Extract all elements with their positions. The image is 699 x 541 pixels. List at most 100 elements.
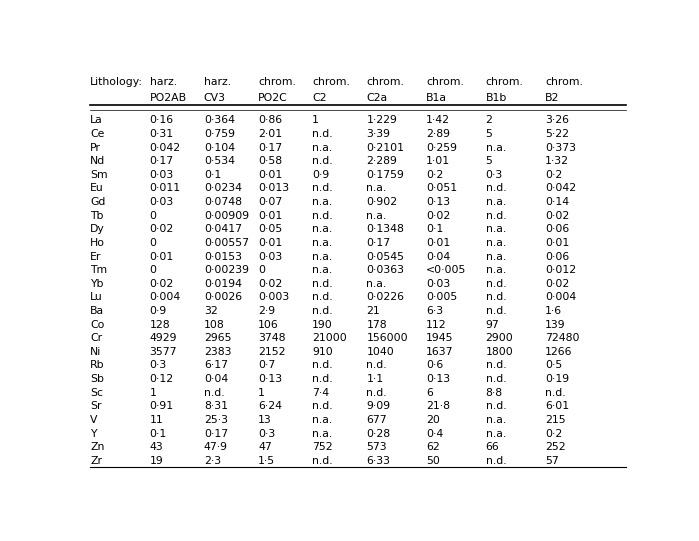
Text: La: La [90,115,103,126]
Text: 9·09: 9·09 [366,401,391,411]
Text: chrom.: chrom. [258,77,296,88]
Text: 0·012: 0·012 [545,265,576,275]
Text: 1945: 1945 [426,333,454,343]
Text: Nd: Nd [90,156,106,166]
Text: 32: 32 [204,306,217,316]
Text: Rb: Rb [90,360,105,371]
Text: 112: 112 [426,320,447,329]
Text: 0·2: 0·2 [426,170,443,180]
Text: n.d.: n.d. [312,156,333,166]
Text: 0·06: 0·06 [545,252,570,261]
Text: 0·011: 0·011 [150,183,181,194]
Text: 0·373: 0·373 [545,143,576,153]
Text: 0: 0 [258,265,265,275]
Text: n.d.: n.d. [312,374,333,384]
Text: n.a.: n.a. [366,210,387,221]
Text: 57: 57 [545,456,559,466]
Text: n.d.: n.d. [312,183,333,194]
Text: 0·00909: 0·00909 [204,210,249,221]
Text: 0·28: 0·28 [366,428,391,439]
Text: 47·9: 47·9 [204,442,228,452]
Text: 0·9: 0·9 [150,306,167,316]
Text: 1: 1 [258,388,265,398]
Text: 1800: 1800 [486,347,513,357]
Text: 2383: 2383 [204,347,231,357]
Text: 910: 910 [312,347,333,357]
Text: 0·06: 0·06 [545,225,570,234]
Text: n.a.: n.a. [486,428,506,439]
Text: 190: 190 [312,320,333,329]
Text: B2: B2 [545,93,559,103]
Text: Er: Er [90,252,101,261]
Text: 1040: 1040 [366,347,394,357]
Text: 8·31: 8·31 [204,401,228,411]
Text: 0·01: 0·01 [426,238,450,248]
Text: n.d.: n.d. [312,279,333,289]
Text: chrom.: chrom. [486,77,524,88]
Text: Lithology:: Lithology: [90,77,143,88]
Text: 108: 108 [204,320,224,329]
Text: 4929: 4929 [150,333,177,343]
Text: Ho: Ho [90,238,105,248]
Text: 6·24: 6·24 [258,401,282,411]
Text: n.d.: n.d. [486,183,506,194]
Text: 0·12: 0·12 [150,374,174,384]
Text: 2·01: 2·01 [258,129,282,139]
Text: 21·8: 21·8 [426,401,450,411]
Text: 2·289: 2·289 [366,156,397,166]
Text: n.d.: n.d. [486,401,506,411]
Text: 0·0363: 0·0363 [366,265,404,275]
Text: 21000: 21000 [312,333,347,343]
Text: n.d.: n.d. [486,292,506,302]
Text: 0·14: 0·14 [545,197,569,207]
Text: 3·39: 3·39 [366,129,390,139]
Text: 2: 2 [486,115,492,126]
Text: 1: 1 [150,388,157,398]
Text: 1: 1 [312,115,319,126]
Text: 0·03: 0·03 [150,197,174,207]
Text: 2900: 2900 [486,333,513,343]
Text: 0·17: 0·17 [366,238,391,248]
Text: Tb: Tb [90,210,103,221]
Text: 0·1: 0·1 [204,170,221,180]
Text: n.d.: n.d. [366,360,387,371]
Text: 0·0417: 0·0417 [204,225,242,234]
Text: n.a.: n.a. [366,183,387,194]
Text: 0·534: 0·534 [204,156,235,166]
Text: 0·3: 0·3 [258,428,275,439]
Text: 0·13: 0·13 [426,197,450,207]
Text: Sc: Sc [90,388,103,398]
Text: 25·3: 25·3 [204,415,228,425]
Text: 0·042: 0·042 [150,143,181,153]
Text: 0·17: 0·17 [204,428,228,439]
Text: 66: 66 [486,442,499,452]
Text: 6·33: 6·33 [366,456,390,466]
Text: 43: 43 [150,442,164,452]
Text: 13: 13 [258,415,272,425]
Text: 5: 5 [486,129,492,139]
Text: n.d.: n.d. [312,210,333,221]
Text: 0·259: 0·259 [426,143,457,153]
Text: n.a.: n.a. [486,415,506,425]
Text: 0·042: 0·042 [545,183,576,194]
Text: 1·5: 1·5 [258,456,275,466]
Text: 0·01: 0·01 [258,210,282,221]
Text: n.a.: n.a. [486,143,506,153]
Text: 1·32: 1·32 [545,156,569,166]
Text: harz.: harz. [150,77,177,88]
Text: 19: 19 [150,456,164,466]
Text: 2·9: 2·9 [258,306,275,316]
Text: 1·01: 1·01 [426,156,450,166]
Text: 0·05: 0·05 [258,225,282,234]
Text: 0·16: 0·16 [150,115,174,126]
Text: 0·902: 0·902 [366,197,398,207]
Text: n.a.: n.a. [486,225,506,234]
Text: 1637: 1637 [426,347,454,357]
Text: 0·5: 0·5 [545,360,563,371]
Text: n.a.: n.a. [312,238,333,248]
Text: 0·01: 0·01 [258,170,282,180]
Text: n.d.: n.d. [312,360,333,371]
Text: Yb: Yb [90,279,103,289]
Text: 6·3: 6·3 [426,306,443,316]
Text: 0·2: 0·2 [545,428,563,439]
